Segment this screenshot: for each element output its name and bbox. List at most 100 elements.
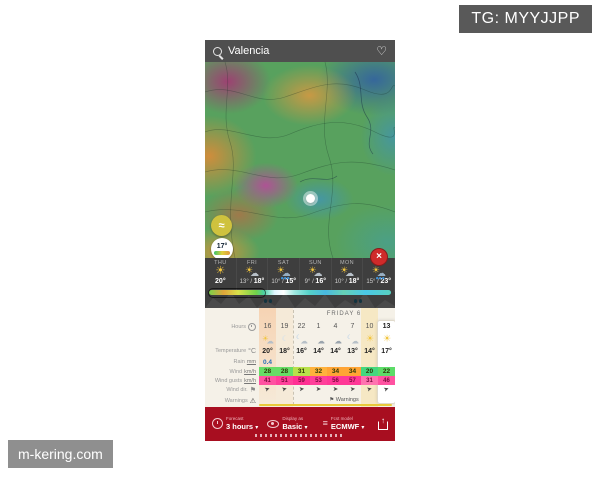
share-button[interactable]: ↑ — [377, 416, 388, 430]
moon-icon — [279, 334, 291, 343]
temp-cell: 14° — [313, 347, 324, 355]
timeline-gradient-bar[interactable] — [209, 290, 391, 295]
chevron-down-icon: ▾ — [361, 424, 365, 431]
rain-cell — [378, 357, 395, 367]
rain-unit[interactable]: mm — [246, 359, 256, 365]
cloud-icon — [313, 334, 325, 345]
temp-cell: 17° — [381, 347, 392, 355]
rain-cell — [293, 357, 310, 367]
chevron-down-icon: ▾ — [304, 424, 308, 431]
close-button[interactable]: × — [370, 248, 388, 266]
temp-cell: 16° — [296, 347, 307, 355]
hour-cell[interactable]: 7 — [350, 323, 355, 330]
temp-cell: 13° — [347, 347, 358, 355]
gust-cell: 56 — [327, 376, 344, 385]
fine-print-dots — [255, 434, 345, 437]
wind-unit[interactable]: km/h — [244, 368, 256, 375]
day-cell-sun[interactable]: SUN 9° / 16° — [300, 258, 332, 292]
warnings-row: Warnings ⚠ ⚑ Warnings — [205, 395, 395, 407]
wind-arrow-icon: ➤ — [298, 385, 305, 393]
day-cell-mon[interactable]: MON 10° / 18° — [332, 258, 364, 292]
wind-row: Wind km/h 28 28 31 32 34 34 20 22 — [205, 367, 395, 376]
clock-icon — [212, 418, 223, 430]
wind-layer-button[interactable]: ≈ — [211, 215, 232, 236]
forecast-interval-dropdown[interactable]: Forecast 3 hours ▾ — [212, 416, 259, 432]
search-bar[interactable]: Valencia ♡ — [205, 40, 395, 62]
wind-cell: 28 — [276, 367, 293, 376]
rain-cell — [310, 357, 327, 367]
sun-rain-icon — [372, 266, 386, 280]
search-input[interactable]: Valencia — [228, 45, 270, 57]
flag-icon: ⚑ — [249, 386, 256, 394]
location-marker — [306, 194, 315, 203]
sun-cloud-icon — [262, 334, 274, 344]
hour-cell[interactable]: 4 — [333, 323, 338, 330]
rain-droplets-icon — [264, 299, 272, 303]
display-as-dropdown[interactable]: Display as Basic ▾ — [267, 416, 314, 432]
warning-severity-line — [259, 403, 392, 406]
weather-map[interactable]: ≈ 17° — [205, 62, 395, 258]
search-icon — [213, 46, 222, 56]
day-header: FRIDAY 6 — [326, 311, 362, 317]
gust-cell: 51 — [276, 376, 293, 385]
wind-arrow-icon: ➤ — [280, 385, 288, 394]
day-temps: 10° / 15° — [271, 278, 297, 285]
gusts-label: Wind gusts km/h — [214, 377, 256, 384]
wind-arrow-icon: ➤ — [349, 385, 356, 393]
gusts-unit[interactable]: km/h — [244, 377, 256, 384]
wind-direction-row: Wind dir. ⚑ ➤ ➤ ➤ ➤ ➤ ➤ ➤ ➤ — [205, 385, 395, 395]
gust-cell: 57 — [344, 376, 361, 385]
hour-cell[interactable]: 16 — [263, 323, 272, 330]
rain-row: Rain mm 0.4 — [205, 357, 395, 367]
wind-cell: 31 — [293, 367, 310, 376]
day-cell-fri[interactable]: FRI 13° / 18° — [237, 258, 269, 292]
gust-cell: 53 — [310, 376, 327, 385]
hours-row: Hours 16 19 22 1 4 7 10 13 — [205, 320, 395, 333]
dropdown-label: Forecast — [226, 416, 244, 422]
day-temps: 9° / 16° — [304, 278, 327, 285]
forecast-table: FRIDAY 6 Hours 16 19 22 1 4 7 10 13 — [205, 308, 395, 407]
day-name: THU — [214, 260, 227, 266]
temp-cell: 14° — [330, 347, 341, 355]
sun-icon — [213, 266, 227, 277]
temperature-label: Temperature °C — [215, 347, 256, 355]
celsius-unit[interactable]: °C — [248, 347, 256, 355]
rain-label: Rain mm — [233, 359, 256, 365]
hour-cell-selected[interactable]: 13 — [382, 323, 391, 330]
temperature-row: Temperature °C 20° 18° 16° 14° 14° 13° 14… — [205, 345, 395, 357]
forecast-model-dropdown[interactable]: ≡ Fcst model ECMWF ▾ — [323, 416, 370, 432]
dropdown-value: ECMWF ▾ — [330, 421, 365, 431]
temp-gradient-icon — [214, 251, 230, 255]
warning-triangle-icon: ⚠ — [249, 397, 256, 405]
wind-arrow-icon: ➤ — [365, 385, 373, 394]
heart-icon[interactable]: ♡ — [376, 44, 387, 58]
rain-cell — [276, 357, 293, 367]
wind-dir-label: Wind dir. ⚑ — [226, 386, 256, 394]
day-cell-thu[interactable]: THU 20° — [205, 258, 237, 292]
hour-cell[interactable]: 22 — [297, 323, 306, 330]
daily-forecast-strip: THU 20° FRI 13° / 18° SAT 10° / 15° SUN — [205, 258, 395, 308]
dropdown-label: Display as — [282, 416, 304, 422]
gust-cell: 59 — [293, 376, 310, 385]
table-day-header-row: FRIDAY 6 — [205, 308, 395, 320]
temp-cell: 18° — [279, 347, 290, 355]
sun-cloud-icon — [340, 266, 354, 278]
dropdown-value: Basic ▾ — [282, 421, 308, 431]
share-icon — [377, 420, 388, 430]
eye-icon — [267, 419, 280, 428]
hour-cell[interactable]: 19 — [280, 323, 289, 330]
tg-label: TG: MYYJJPP — [459, 5, 592, 33]
dropdown-label: Fcst model — [330, 416, 353, 422]
rain-cell: 0.4 — [262, 358, 273, 366]
hour-cell[interactable]: 1 — [316, 323, 321, 330]
wind-arrow-icon: ➤ — [315, 385, 322, 393]
layers-icon: ≡ — [322, 418, 328, 429]
day-name: SUN — [308, 260, 322, 266]
sun-icon — [364, 334, 376, 343]
warnings-caption[interactable]: ⚑ Warnings — [329, 397, 359, 403]
moon-cloud-icon — [347, 334, 359, 344]
temperature-widget-button[interactable]: 17° — [211, 238, 233, 258]
hour-cell[interactable]: 10 — [365, 323, 374, 330]
day-cell-sat[interactable]: SAT 10° / 15° — [268, 258, 301, 292]
